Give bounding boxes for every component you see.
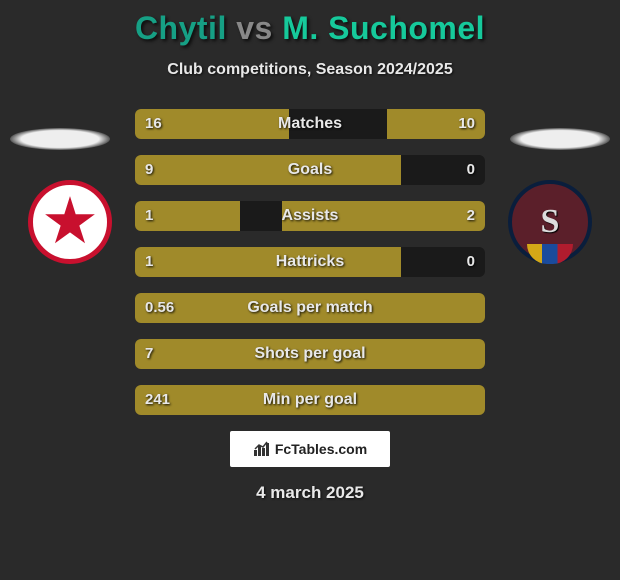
club-badge-sparta: S [508,180,592,264]
subtitle: Club competitions, Season 2024/2025 [0,61,620,79]
club-badge-slavia [28,180,112,264]
sparta-s-icon: S [541,203,560,241]
stat-value-right: 0 [467,247,475,277]
stats-container: 16Matches10 9Goals0 1Assists2 1Hattricks0 0.… [135,109,485,415]
date-text: 4 march 2025 [0,483,620,503]
brand-text: FcTables.com [275,441,367,457]
stat-label: Hattricks [135,247,485,277]
stat-label: Min per goal [135,385,485,415]
stat-row: 0.56Goals per match [135,293,485,323]
stat-row: 9Goals0 [135,155,485,185]
chart-icon [253,441,271,457]
stat-label: Shots per goal [135,339,485,369]
fctables-watermark: FcTables.com [230,431,390,467]
stat-value-right: 0 [467,155,475,185]
comparison-title: Chytil vs M. Suchomel [0,0,620,47]
stat-label: Goals per match [135,293,485,323]
club-shadow-right [510,128,610,150]
stat-row: 1Hattricks0 [135,247,485,277]
stat-row: 16Matches10 [135,109,485,139]
stat-value-right: 2 [467,201,475,231]
stat-row: 1Assists2 [135,201,485,231]
player1-name: Chytil [135,10,227,46]
stat-value-right: 10 [458,109,475,139]
stat-label: Matches [135,109,485,139]
vs-text: vs [236,10,273,46]
stat-row: 7Shots per goal [135,339,485,369]
stat-row: 241Min per goal [135,385,485,415]
player2-name: M. Suchomel [282,10,485,46]
club-shadow-left [10,128,110,150]
stat-label: Assists [135,201,485,231]
stat-label: Goals [135,155,485,185]
slavia-star-icon [44,196,96,248]
